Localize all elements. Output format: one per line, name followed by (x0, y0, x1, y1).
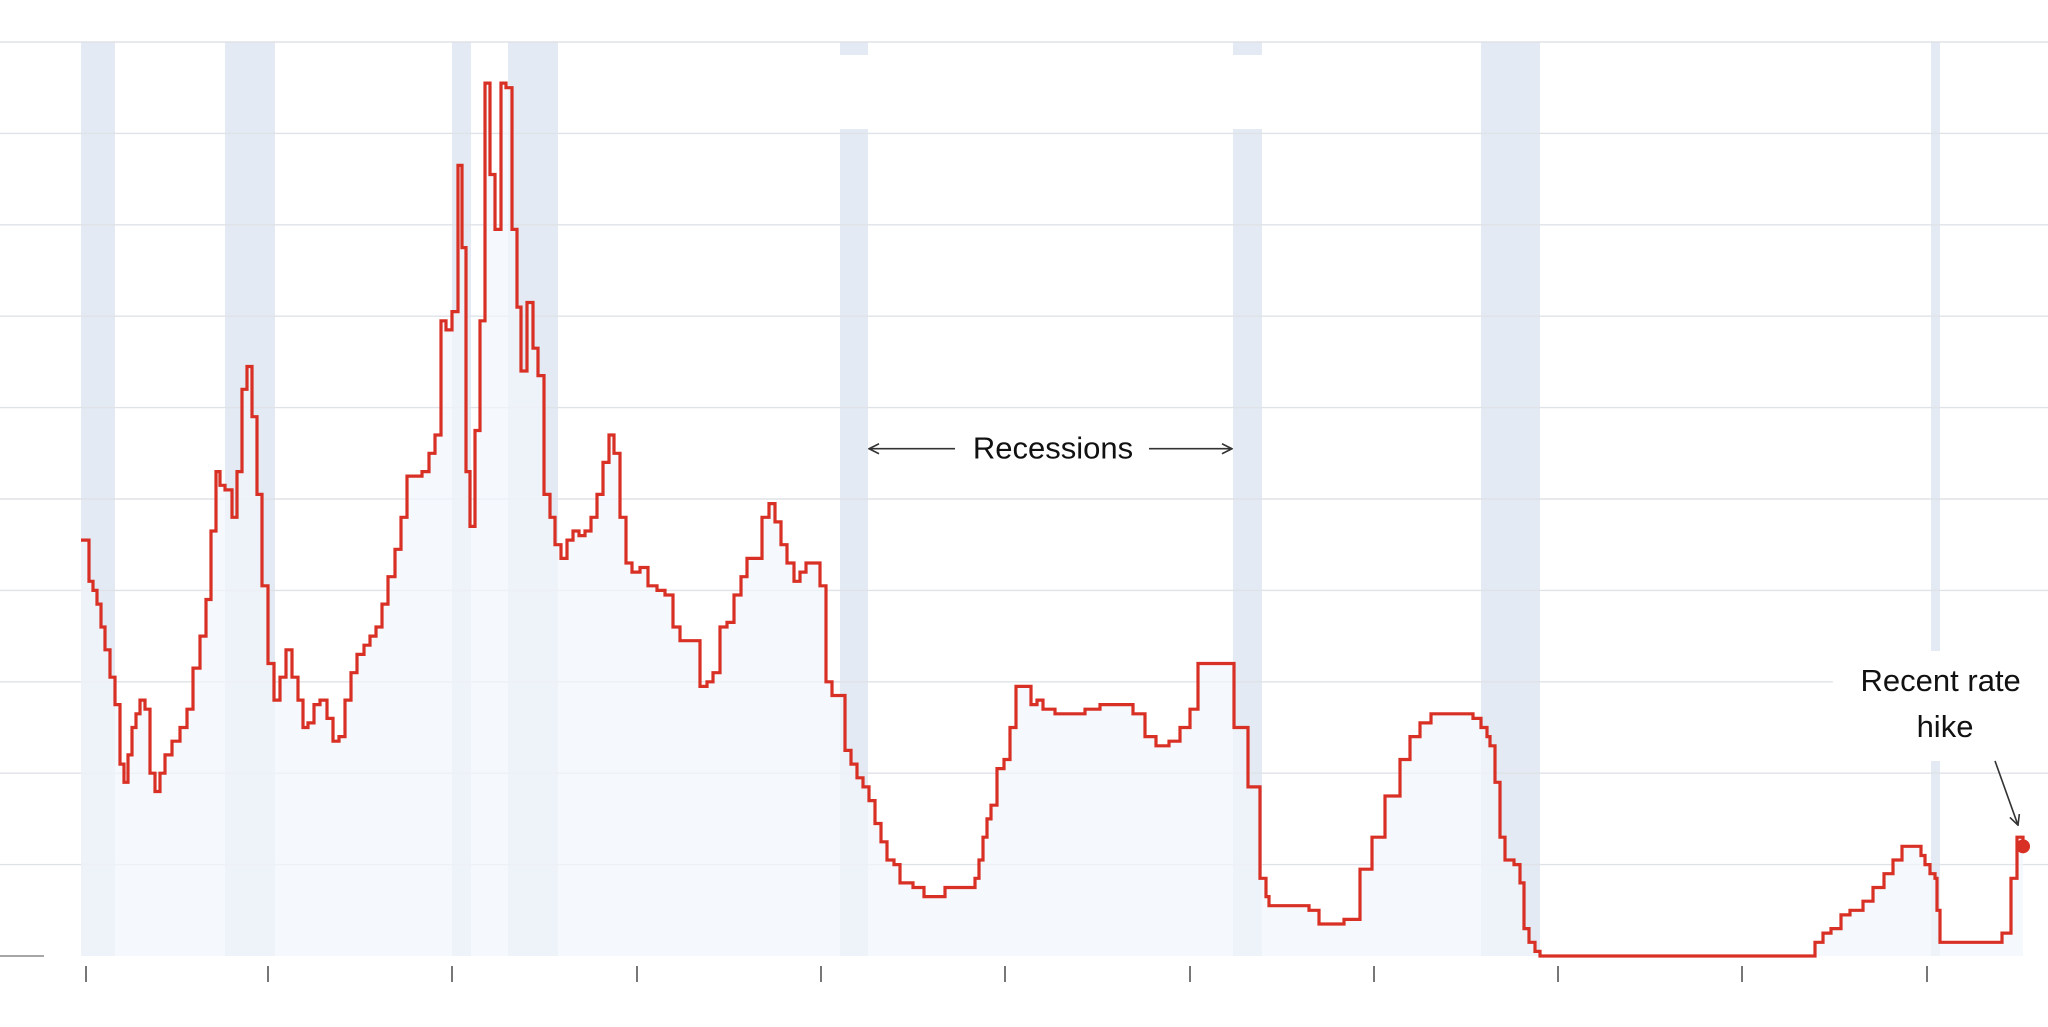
recessions-label: Recessions (973, 431, 1133, 466)
x-axis-ticks (85, 966, 1928, 982)
recessions-label-backdrop (753, 55, 1353, 129)
rate-hike-label-backdrop (1833, 650, 2048, 761)
rate-hike-label-line-2: hike (1917, 709, 1974, 744)
latest-point-marker (2016, 839, 2030, 854)
series-line (81, 81, 2025, 958)
rate-hike-label-line-1: Recent rate (1861, 663, 2021, 698)
annotations: Recessions Recent rate hike (753, 55, 2048, 825)
series-area-fill (81, 83, 2023, 957)
rate-hike-arrow (1994, 760, 2018, 825)
rate-hike-label: Recent rate hike (1861, 663, 2030, 744)
